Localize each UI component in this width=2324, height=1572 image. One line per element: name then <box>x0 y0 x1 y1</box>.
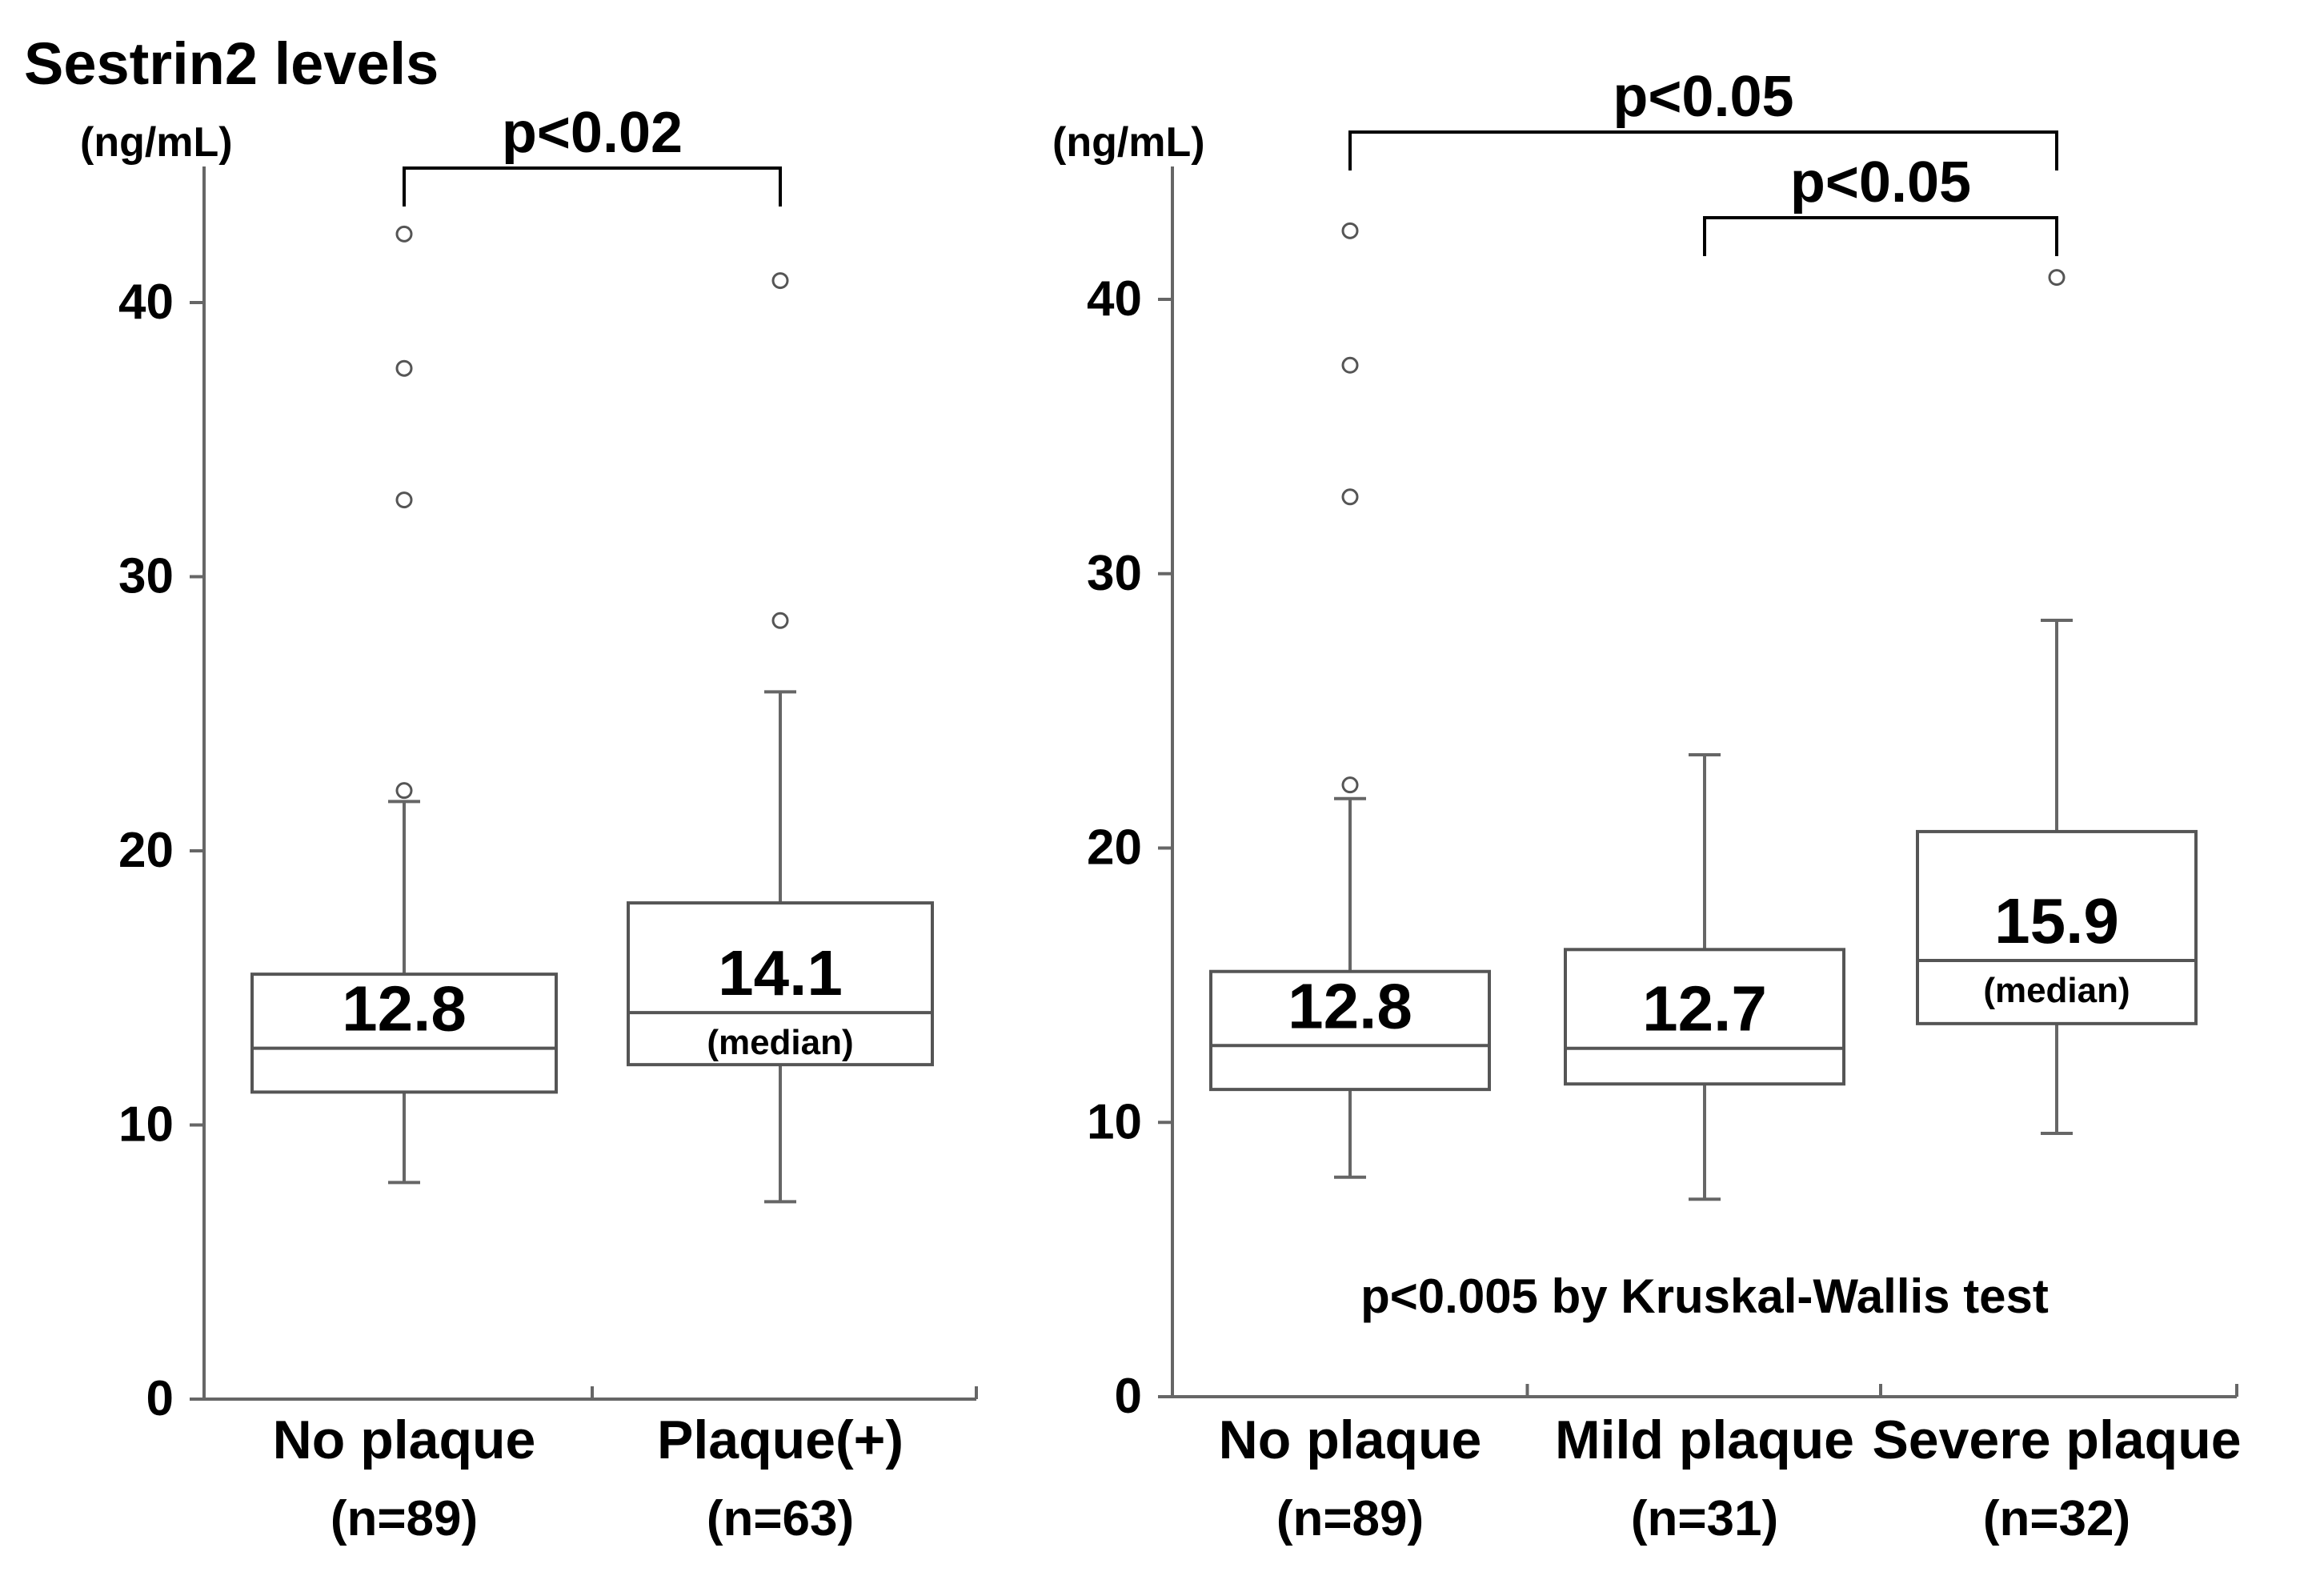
median-note-label: (median) <box>1983 971 2130 1010</box>
x-category-label: Plaque(+) <box>657 1410 904 1470</box>
iqr-box <box>250 972 558 1094</box>
outlier-point <box>2048 269 2066 287</box>
significance-label: p<0.02 <box>502 101 683 165</box>
significance-bracket <box>1703 216 2058 256</box>
outlier-point <box>395 782 413 800</box>
iqr-box <box>1916 829 2198 1025</box>
x-category-count: (n=32) <box>1983 1491 2130 1546</box>
y-tick-label: 20 <box>1087 820 1142 876</box>
y-tick-label: 30 <box>118 549 174 604</box>
x-category-count: (n=63) <box>707 1491 854 1546</box>
significance-label: p<0.05 <box>1613 65 1793 129</box>
test-annotation: p<0.005 by Kruskal-Wallis test <box>1360 1269 2049 1323</box>
x-category-count: (n=31) <box>1631 1491 1778 1546</box>
median-value-label: 12.8 <box>1288 970 1412 1041</box>
x-category-count: (n=89) <box>1276 1491 1424 1546</box>
y-tick-label: 0 <box>1115 1369 1142 1424</box>
median-value-label: 14.1 <box>718 937 843 1009</box>
significance-bracket <box>403 166 782 207</box>
median-note-label: (median) <box>707 1023 853 1062</box>
outlier-point <box>395 359 413 377</box>
outlier-point <box>1341 776 1359 794</box>
outlier-point <box>1341 356 1359 374</box>
x-category-label: Severe plaque <box>1872 1410 2241 1470</box>
median-value-label: 15.9 <box>1994 885 2119 956</box>
y-tick-label: 20 <box>118 823 174 878</box>
iqr-box <box>1209 969 1491 1092</box>
outlier-point <box>395 491 413 509</box>
y-tick-label: 10 <box>118 1097 174 1153</box>
median-value-label: 12.7 <box>1642 973 1767 1045</box>
outlier-point <box>395 225 413 243</box>
outlier-point <box>771 612 789 629</box>
y-tick-label: 0 <box>146 1371 174 1426</box>
significance-label: p<0.05 <box>1790 150 1971 215</box>
significance-bracket <box>1348 130 2058 170</box>
x-category-label: No plaque <box>273 1410 536 1470</box>
outlier-point <box>1341 488 1359 506</box>
iqr-box <box>1564 948 1845 1086</box>
figure-title: Sestrin2 levels <box>24 30 439 97</box>
y-tick-label: 40 <box>118 275 174 330</box>
x-category-count: (n=89) <box>331 1491 478 1546</box>
y-tick-label: 40 <box>1087 271 1142 327</box>
x-category-label: No plaque <box>1219 1410 1482 1470</box>
y-tick-label: 30 <box>1087 546 1142 601</box>
median-value-label: 12.8 <box>342 973 467 1045</box>
y-axis-label: (ng/mL) <box>80 119 233 166</box>
y-tick-label: 10 <box>1087 1094 1142 1149</box>
outlier-point <box>771 272 789 290</box>
outlier-point <box>1341 222 1359 239</box>
x-category-label: Mild plaque <box>1555 1410 1854 1470</box>
iqr-box <box>627 901 934 1067</box>
y-axis-label: (ng/mL) <box>1052 119 1205 166</box>
